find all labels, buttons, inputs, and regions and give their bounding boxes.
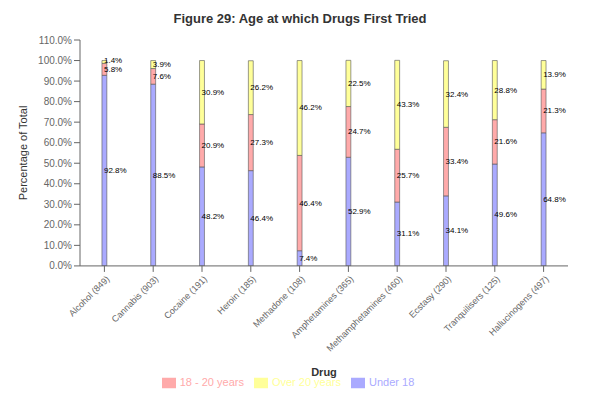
svg-text:48.2%: 48.2% <box>202 212 225 221</box>
svg-text:110.0%: 110.0% <box>39 35 72 46</box>
html-text:Figure 29: Age at which Drugs: Figure 29: Age at which Drugs First Trie… <box>173 11 427 26</box>
svg-text:Percentage of Total: Percentage of Total <box>17 106 29 201</box>
svg-text:21.6%: 21.6% <box>494 137 517 146</box>
svg-text:7.4%: 7.4% <box>299 254 317 263</box>
svg-text:0.0%: 0.0% <box>49 260 72 271</box>
svg-text:10.0%: 10.0% <box>44 240 72 251</box>
svg-text:Methadone (108): Methadone (108) <box>251 274 307 330</box>
svg-text:Drug: Drug <box>311 366 337 378</box>
html-text:18 - 20 years: 18 - 20 years <box>179 375 244 388</box>
svg-text:7.6%: 7.6% <box>153 72 171 81</box>
svg-text:20.9%: 20.9% <box>202 141 225 150</box>
svg-text:46.4%: 46.4% <box>299 199 322 208</box>
svg-text:88.5%: 88.5% <box>153 171 176 180</box>
svg-text:52.9%: 52.9% <box>348 207 371 216</box>
svg-text:28.8%: 28.8% <box>494 86 517 95</box>
svg-text:30.0%: 30.0% <box>44 199 72 210</box>
svg-text:26.2%: 26.2% <box>250 83 273 92</box>
html-text:Over 20 years: Over 20 years <box>271 375 341 388</box>
svg-text:1.4%: 1.4% <box>104 56 122 65</box>
svg-text:Hallucinogens (497): Hallucinogens (497) <box>487 274 551 338</box>
svg-text:60.0%: 60.0% <box>44 137 72 148</box>
svg-text:20.0%: 20.0% <box>44 219 72 230</box>
svg-text:Amphetamines (365): Amphetamines (365) <box>289 273 356 341</box>
svg-text:Tranquilisers (125): Tranquilisers (125) <box>442 273 502 334</box>
svg-text:30.9%: 30.9% <box>202 88 225 97</box>
svg-text:46.4%: 46.4% <box>250 214 273 223</box>
svg-text:21.3%: 21.3% <box>543 106 566 115</box>
svg-text:27.3%: 27.3% <box>250 138 273 147</box>
html-text:Under 18: Under 18 <box>369 375 415 388</box>
svg-text:5.8%: 5.8% <box>104 65 122 74</box>
svg-text:Cocaine (191): Cocaine (191) <box>162 274 209 321</box>
svg-text:Methamphetamines (460): Methamphetamines (460) <box>325 274 405 354</box>
svg-text:49.6%: 49.6% <box>494 210 517 219</box>
svg-text:46.2%: 46.2% <box>299 103 322 112</box>
svg-text:Alcohol (849): Alcohol (849) <box>67 274 112 319</box>
svg-text:Ecstasy (290): Ecstasy (290) <box>407 274 453 320</box>
svg-text:31.1%: 31.1% <box>397 229 420 238</box>
svg-text:64.8%: 64.8% <box>543 195 566 204</box>
svg-text:24.7%: 24.7% <box>348 127 371 136</box>
svg-text:Cannabis (903): Cannabis (903) <box>110 274 161 325</box>
svg-text:100.0%: 100.0% <box>38 55 72 66</box>
svg-text:13.9%: 13.9% <box>543 70 566 79</box>
svg-text:40.0%: 40.0% <box>44 178 72 189</box>
svg-text:33.4%: 33.4% <box>446 157 469 166</box>
svg-text:34.1%: 34.1% <box>446 226 469 235</box>
svg-text:70.0%: 70.0% <box>44 117 72 128</box>
svg-text:25.7%: 25.7% <box>397 171 420 180</box>
svg-text:22.5%: 22.5% <box>348 79 371 88</box>
svg-text:50.0%: 50.0% <box>44 158 72 169</box>
svg-text:92.8%: 92.8% <box>104 166 127 175</box>
svg-text:43.3%: 43.3% <box>397 100 420 109</box>
svg-text:3.9%: 3.9% <box>153 60 171 69</box>
svg-text:90.0%: 90.0% <box>44 76 72 87</box>
svg-text:32.4%: 32.4% <box>446 90 469 99</box>
svg-text:Heroin (185): Heroin (185) <box>215 274 257 316</box>
svg-text:80.0%: 80.0% <box>44 96 72 107</box>
